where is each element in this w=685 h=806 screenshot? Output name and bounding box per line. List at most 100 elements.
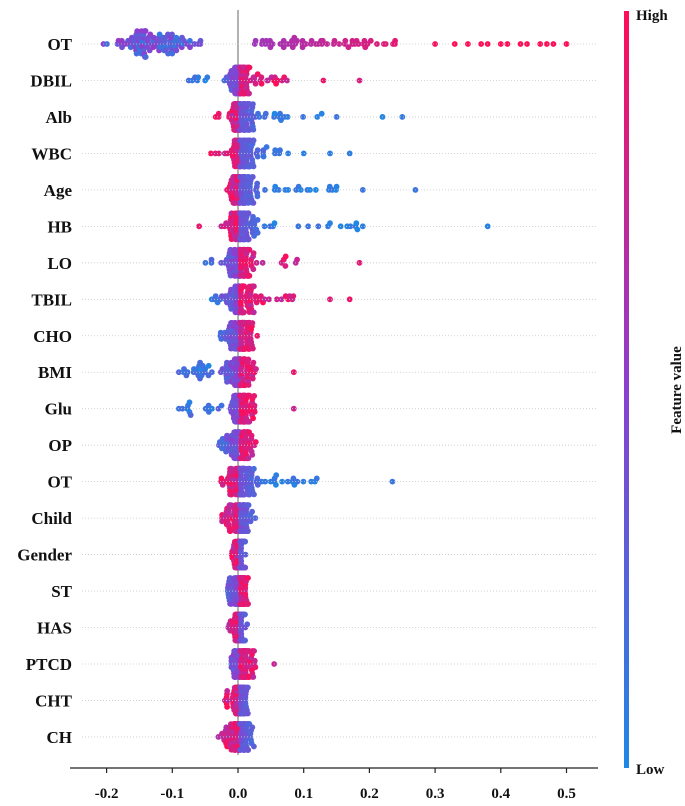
- x-tick-label: 0.4: [491, 786, 510, 802]
- shap-point: [218, 402, 225, 409]
- shap-point: [271, 220, 278, 227]
- shap-point: [249, 174, 256, 180]
- feature-label: LO: [47, 254, 72, 273]
- shap-point: [271, 110, 278, 117]
- shap-point: [249, 375, 256, 382]
- shap-point: [290, 405, 297, 412]
- shap-point: [294, 37, 300, 44]
- shap-point: [274, 296, 280, 303]
- feature-label: Alb: [46, 108, 72, 127]
- shap-point: [260, 153, 267, 160]
- shap-point: [275, 187, 282, 193]
- shap-point: [216, 150, 222, 157]
- shap-point: [217, 329, 224, 336]
- shap-point: [251, 402, 258, 409]
- shap-point: [251, 491, 257, 498]
- shap-point: [254, 193, 261, 200]
- shap-point: [312, 187, 319, 193]
- shap-point: [246, 272, 253, 279]
- shap-point: [314, 114, 321, 120]
- shap-point: [313, 475, 320, 482]
- shap-point: [300, 150, 307, 157]
- shap-point: [258, 80, 265, 87]
- shap-point: [169, 50, 176, 57]
- shap-point: [282, 253, 289, 260]
- shap-point: [327, 220, 333, 227]
- colorbar-high-label: High: [636, 8, 668, 24]
- shap-point: [252, 515, 259, 521]
- shap-point: [251, 648, 257, 654]
- shap-point: [224, 150, 231, 157]
- shap-point: [246, 90, 253, 97]
- shap-point: [305, 223, 312, 230]
- shap-point: [245, 356, 252, 363]
- shap-point: [252, 439, 259, 445]
- shap-point: [320, 77, 327, 84]
- shap-point: [254, 217, 261, 223]
- shap-point: [251, 743, 257, 750]
- shap-point: [269, 41, 276, 47]
- x-tick-label: 0.0: [229, 786, 248, 802]
- feature-label: CHO: [33, 327, 72, 346]
- shap-point: [245, 528, 251, 534]
- shap-point: [245, 382, 252, 388]
- shap-point: [242, 551, 249, 558]
- shap-point: [392, 37, 398, 44]
- feature-label: Age: [44, 181, 73, 200]
- shap-point: [228, 465, 235, 472]
- shap-point: [215, 110, 222, 117]
- x-tick-label: -0.1: [160, 786, 184, 802]
- shap-point: [245, 601, 251, 607]
- x-tick-label: 0.2: [360, 786, 379, 802]
- shap-point: [319, 37, 326, 44]
- shap-point: [205, 362, 212, 369]
- shap-point: [497, 41, 504, 47]
- shap-point: [284, 77, 290, 84]
- shap-point: [228, 491, 235, 498]
- shap-point: [399, 114, 406, 120]
- shap-point: [224, 697, 231, 704]
- shap-point: [543, 41, 550, 47]
- shap-point: [250, 101, 256, 107]
- shap-point: [245, 575, 251, 581]
- shap-point: [187, 412, 194, 418]
- shap-point: [250, 250, 257, 257]
- shap-point: [242, 637, 249, 644]
- shap-point: [279, 478, 285, 485]
- shap-point: [250, 200, 257, 206]
- shap-point: [254, 147, 261, 154]
- shap-point: [294, 256, 300, 263]
- shap-point: [187, 44, 193, 51]
- shap-point: [290, 293, 297, 299]
- shap-point: [251, 283, 257, 290]
- shap-point: [245, 710, 251, 717]
- shap-point: [224, 688, 231, 694]
- shap-point: [327, 296, 333, 303]
- shap-point: [280, 44, 287, 51]
- shap-point: [277, 147, 283, 154]
- shap-point: [173, 47, 180, 54]
- shap-point: [262, 110, 269, 117]
- shap-point: [290, 475, 297, 482]
- shap-point: [187, 37, 193, 44]
- shap-point: [250, 359, 257, 366]
- feature-labels: OT DBIL Alb WBC Age HB LO TBIL CHO BMI Glu OP OT Chil…: [17, 35, 598, 747]
- shap-point: [297, 187, 304, 193]
- shap-point: [245, 210, 252, 217]
- shap-point: [261, 223, 268, 230]
- shap-point: [245, 502, 252, 508]
- shap-point: [300, 114, 306, 120]
- shap-point: [242, 564, 249, 571]
- shap-point: [277, 110, 283, 117]
- feature-label: OT: [47, 473, 72, 492]
- shap-point: [242, 538, 249, 545]
- shap-point: [224, 704, 231, 710]
- shap-point: [504, 41, 511, 47]
- shap-point: [537, 41, 544, 47]
- feature-label: WBC: [31, 144, 72, 163]
- shap-point: [356, 259, 363, 266]
- shap-point: [389, 478, 396, 485]
- shap-point: [252, 37, 259, 44]
- colorbar: High Low Feature value: [624, 8, 685, 778]
